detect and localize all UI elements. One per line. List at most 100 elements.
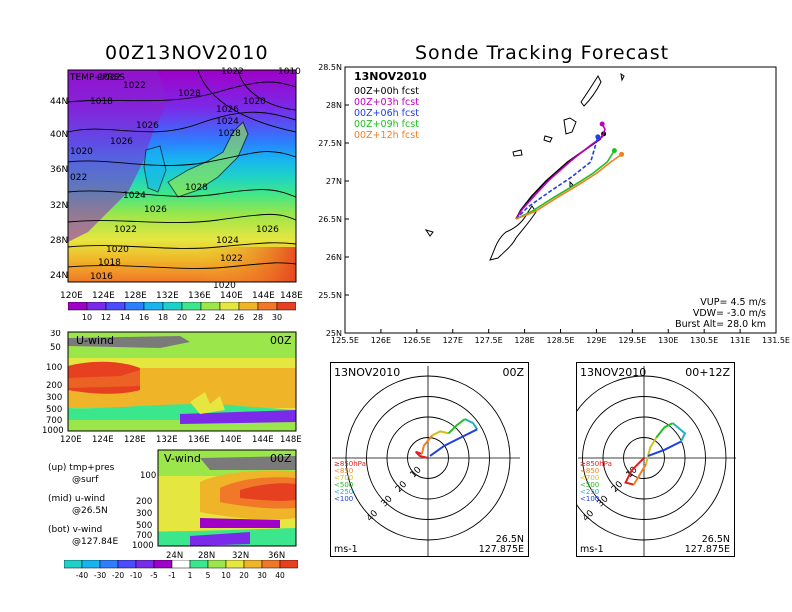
islands [424, 72, 625, 261]
hodo-ring-label: 30 [380, 494, 395, 509]
hodo-right-loc2: 127.875E [685, 544, 730, 555]
map-lat-label: 32N [50, 201, 68, 211]
isobar-label: 1028 [185, 183, 208, 193]
hodo-right-loc1: 26.5N [702, 534, 730, 545]
v-lat-label: 32N [232, 551, 249, 560]
track-info-vdw: VDW= -3.0 m/s [693, 308, 766, 319]
hodo-right-unit: ms-1 [580, 544, 604, 555]
isobar-label: 1022 [98, 73, 121, 83]
wind-colorbar-swatch [261, 559, 281, 569]
u-p-label: 1000 [42, 426, 64, 436]
isobar-label: 1024 [216, 117, 239, 127]
track-legend-3: 00Z+09h fcst [354, 119, 419, 130]
track-series-line [515, 150, 616, 220]
u-lon-label: 148E [280, 435, 302, 445]
colorbar-tick: 16 [139, 313, 149, 322]
isobar-label: 1020 [106, 245, 129, 255]
wind-colorbar-swatch [135, 559, 155, 569]
hodo-legend-item: <100 [580, 495, 599, 503]
colorbar-tick: 22 [196, 313, 206, 322]
u-lon-label: 128E [124, 435, 146, 445]
track-ytick-label: 27.5N [318, 139, 342, 148]
legend-notes: (up) tmp+pres @surf (mid) u-wind @26.5N … [48, 462, 118, 548]
wind-colorbar-swatch [279, 559, 299, 569]
v-p-label: 200 [136, 497, 152, 507]
hodo-right-date: 13NOV2010 [580, 366, 646, 379]
u-p-label: 300 [46, 393, 62, 403]
colorbar-swatch [200, 301, 221, 311]
hodo-ring-label: 10 [409, 465, 424, 480]
map-lat-ticks: 44N 40N 36N 32N 28N 24N [50, 97, 68, 281]
colorbar-swatch [143, 301, 164, 311]
track-xtick-label: 127.5E [475, 336, 503, 345]
hodo-ring-label: 20 [610, 479, 625, 494]
isobar-label: 1022 [221, 67, 244, 77]
map-lon-label: 136E [188, 291, 211, 301]
track-burst-point [595, 134, 601, 140]
v-wind-time: 00Z [270, 452, 292, 465]
colorbar-tick: 28 [253, 313, 263, 322]
note-up-sub: @surf [72, 475, 99, 485]
hodo-legend-item: <850 [580, 467, 599, 475]
map-lon-label: 144E [252, 291, 275, 301]
isobar-label: 022 [70, 173, 87, 183]
wind-colorbar-swatch [81, 559, 101, 569]
u-lon-label: 120E [60, 435, 82, 445]
track-ytick-label: 25N [326, 329, 342, 338]
hodo-series-line [624, 457, 645, 486]
wind-colorbar-swatch [153, 559, 173, 569]
hodo-legend-item: ≥850hPa [334, 460, 366, 468]
hodo-series-line [447, 418, 466, 435]
track-xtick-label: 126.5E [403, 336, 431, 345]
colorbar-tick: 30 [272, 313, 282, 322]
track-burst-point [599, 121, 605, 127]
colorbar-swatch [124, 301, 145, 311]
isobar-label: 1018 [98, 258, 121, 268]
hodo-legend-item: <100 [334, 495, 353, 503]
isobar-label: 1020 [70, 147, 93, 157]
isobar-label: 1020 [213, 281, 236, 291]
track-ytick-label: 27N [326, 177, 342, 186]
wind-colorbar-tick: -10 [130, 571, 142, 580]
v-lat-label: 24N [166, 551, 183, 560]
colorbar-swatch [181, 301, 202, 311]
u-lon-label: 144E [252, 435, 274, 445]
wind-colorbar: -40 -30 -20 -10 -5 -1 1 5 10 20 30 40 [63, 559, 299, 582]
wind-colorbar-tick: -40 [76, 571, 88, 580]
wind-colorbar-swatch [117, 559, 137, 569]
hodo-ring-label: 40 [365, 508, 380, 523]
track-ytick-label: 25.5N [318, 291, 342, 300]
hodo-ring-label: 20 [394, 479, 409, 494]
colorbar-swatch [162, 301, 183, 311]
colorbar-tick: 12 [101, 313, 111, 322]
colorbar-swatch [257, 301, 278, 311]
hodo-left-date: 13NOV2010 [334, 366, 400, 379]
hodograph-right: 13NOV2010 00+12Z 26.5N 127.875E ms-1 102… [576, 362, 736, 557]
u-lon-label: 136E [188, 435, 210, 445]
track-burst-point [611, 148, 617, 154]
u-lon-label: 132E [156, 435, 178, 445]
track-legend-4: 00Z+12h fcst [354, 130, 419, 141]
map-lat-label: 28N [50, 236, 68, 246]
isobar-label: 1024 [123, 191, 146, 201]
colorbar-swatch [219, 301, 240, 311]
hodo-ring-label: 40 [581, 508, 596, 523]
wind-colorbar-swatch [189, 559, 209, 569]
hodo-series-line [655, 422, 674, 439]
track-ytick-label: 26N [326, 253, 342, 262]
track-burst-point [619, 151, 625, 157]
note-bot: (bot) v-wind [48, 525, 103, 535]
track-xtick-label: 131E [730, 336, 750, 345]
hodo-legend-item: <700 [334, 474, 353, 482]
track-xtick-label: 130.5E [690, 336, 718, 345]
track-xtick-label: 126E [371, 336, 391, 345]
u-p-label: 200 [46, 381, 62, 391]
hodo-left-loc2: 127.875E [479, 544, 524, 555]
track-series-line [515, 153, 623, 220]
isobar-label: 1024 [216, 236, 239, 246]
temp-colorbar: 10 12 14 16 18 20 22 24 26 28 30 [67, 301, 297, 322]
track-xtick-label: 131.5E [762, 336, 790, 345]
map-lat-label: 40N [50, 130, 68, 140]
colorbar-swatch [276, 301, 297, 311]
isobar-label: 1026 [136, 121, 159, 131]
